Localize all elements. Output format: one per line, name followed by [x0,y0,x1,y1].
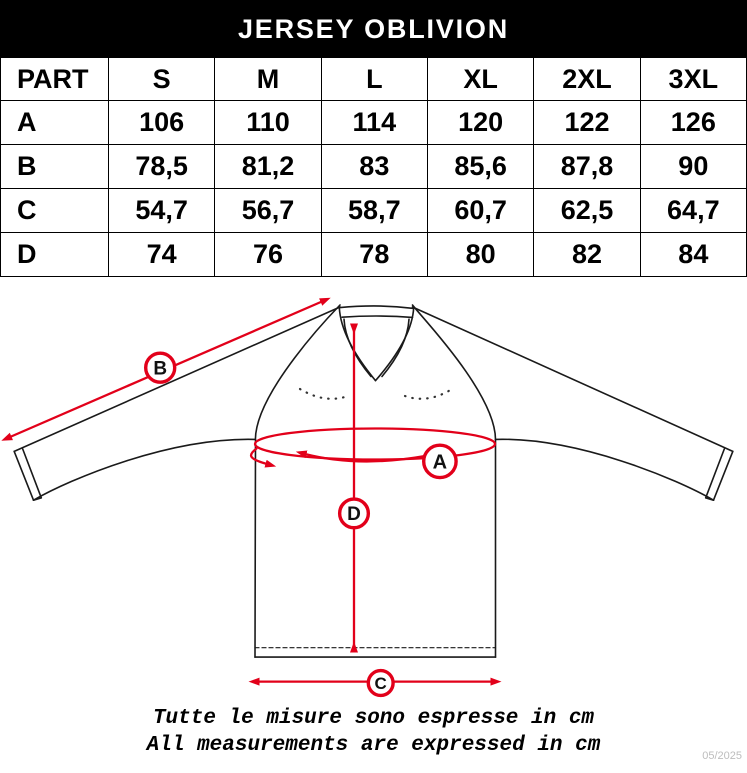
svg-text:B: B [153,359,167,380]
svg-text:D: D [347,504,361,525]
svg-text:C: C [375,674,387,693]
svg-text:A: A [433,452,447,474]
